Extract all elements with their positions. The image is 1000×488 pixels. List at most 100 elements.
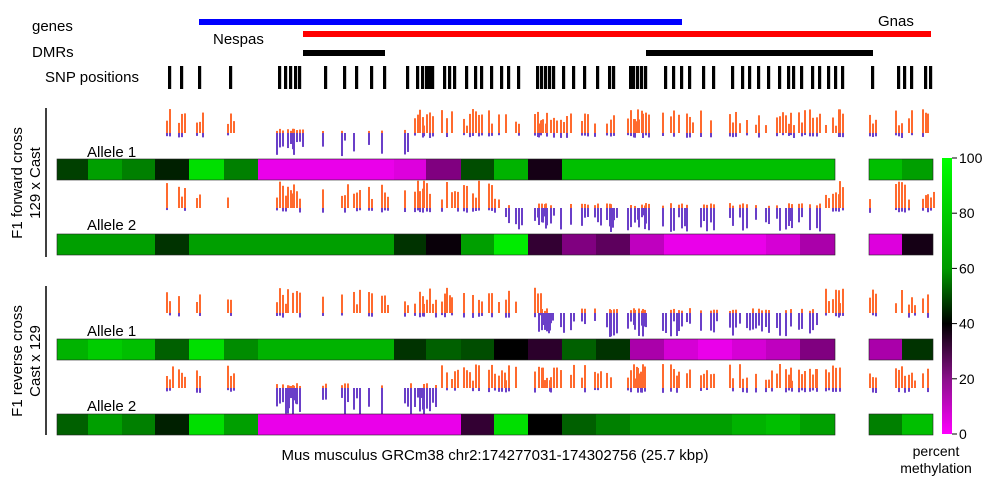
methylated-bar [875, 377, 877, 388]
heatmap-cell [494, 414, 528, 435]
unmethylated-bar [368, 208, 370, 211]
heatmap-cell [494, 234, 528, 255]
snp-tick [406, 66, 410, 89]
colorbar-tick-label: 60 [959, 260, 975, 276]
snp-tick [536, 66, 540, 89]
unmethylated-bar [739, 208, 741, 218]
methylated-bar [515, 366, 517, 388]
methylated-bar [627, 118, 629, 133]
methylated-bar [898, 181, 900, 208]
methylated-bar [801, 203, 803, 208]
methylated-bar [788, 203, 790, 208]
unmethylated-bar [466, 208, 468, 213]
snp-tick [416, 66, 420, 89]
unmethylated-bar [341, 133, 343, 157]
unmethylated-bar [429, 208, 431, 213]
unmethylated-bar [684, 208, 686, 227]
unmethylated-bar [648, 208, 650, 231]
unmethylated-bar [895, 208, 897, 211]
unmethylated-bar [584, 313, 586, 325]
methylated-bar [356, 304, 358, 313]
heatmap-cell [326, 414, 360, 435]
colorbar-ticks: 100 80 60 40 20 0 [952, 150, 983, 442]
unmethylated-bar [584, 133, 586, 136]
methylated-bar [642, 113, 644, 133]
heatmap-cell [189, 159, 224, 180]
unmethylated-bar [835, 208, 837, 212]
methylated-bar [387, 196, 389, 208]
snp-tick [490, 66, 494, 89]
unmethylated-bar [584, 208, 586, 218]
heatmap-cell [461, 159, 494, 180]
coordinate-label: Mus musculus GRCm38 chr2:174277031-17430… [282, 447, 709, 464]
unmethylated-bar [665, 313, 667, 333]
unmethylated-bar [922, 133, 924, 137]
methylated-bar [432, 303, 434, 313]
snp-tick [324, 66, 328, 89]
methylated-bar [812, 309, 814, 313]
methylated-bar [429, 114, 431, 133]
methylated-bar [475, 111, 477, 133]
methylated-bar [825, 124, 827, 133]
unmethylated-bar [816, 388, 818, 392]
methylated-bar [515, 301, 517, 313]
colorbar-title-2: methylation [900, 460, 972, 476]
methylated-bar [930, 197, 932, 208]
unmethylated-bar [199, 313, 201, 316]
methylated-bar [729, 203, 731, 208]
methylated-bar [765, 379, 767, 388]
methylated-bar [353, 193, 355, 208]
methylated-bar [904, 184, 906, 208]
methylated-bar [169, 301, 171, 313]
heatmap-cell [292, 159, 326, 180]
unmethylated-bar [178, 313, 180, 317]
unmethylated-bar [804, 133, 806, 136]
snp-tick [428, 66, 432, 89]
methylated-bar [752, 308, 754, 313]
heatmap-cell [664, 159, 698, 180]
heatmap-border [56, 158, 836, 181]
unmethylated-bar [553, 208, 555, 216]
methylated-bar [407, 305, 409, 313]
unmethylated-bar [613, 313, 615, 336]
heatmap-cell [869, 234, 902, 255]
methylated-bar [285, 195, 287, 208]
methylated-bar [729, 364, 731, 388]
methylated-bar [290, 190, 292, 208]
methylated-bar [793, 125, 795, 133]
heatmap-cell [800, 234, 835, 255]
unmethylated-bar [630, 208, 632, 226]
unmethylated-bar [758, 313, 760, 326]
methylated-bar [703, 204, 705, 208]
unmethylated-bar [432, 133, 434, 137]
methylated-bar [790, 309, 792, 313]
methylated-bar [296, 291, 298, 313]
unmethylated-bar [901, 133, 903, 138]
snp-tick [834, 66, 838, 89]
unmethylated-bar [371, 208, 373, 211]
unmethylated-bar [276, 133, 278, 155]
methylated-bar [299, 292, 301, 313]
methylated-bar [423, 125, 425, 133]
unmethylated-bar [441, 208, 443, 212]
heatmap-cell [630, 414, 664, 435]
unmethylated-bar [755, 388, 757, 393]
methylated-bar [538, 123, 540, 133]
unmethylated-bar [566, 133, 568, 138]
unmethylated-bar [816, 208, 818, 229]
unmethylated-bar [404, 208, 406, 213]
unmethylated-bar [689, 133, 691, 138]
methylated-bar [404, 190, 406, 208]
unmethylated-bar [785, 313, 787, 337]
unmethylated-bar [299, 208, 301, 213]
methylated-bar [634, 378, 636, 388]
unmethylated-bar [299, 313, 301, 318]
unmethylated-bar [638, 208, 640, 228]
svg-text:129 x Cast: 129 x Cast [27, 146, 44, 219]
snp-tick [903, 66, 907, 89]
unmethylated-bar [710, 133, 712, 138]
unmethylated-bar [676, 388, 678, 393]
methylated-bar [710, 120, 712, 133]
methylated-bar [553, 117, 555, 133]
methylated-bar [491, 293, 493, 313]
